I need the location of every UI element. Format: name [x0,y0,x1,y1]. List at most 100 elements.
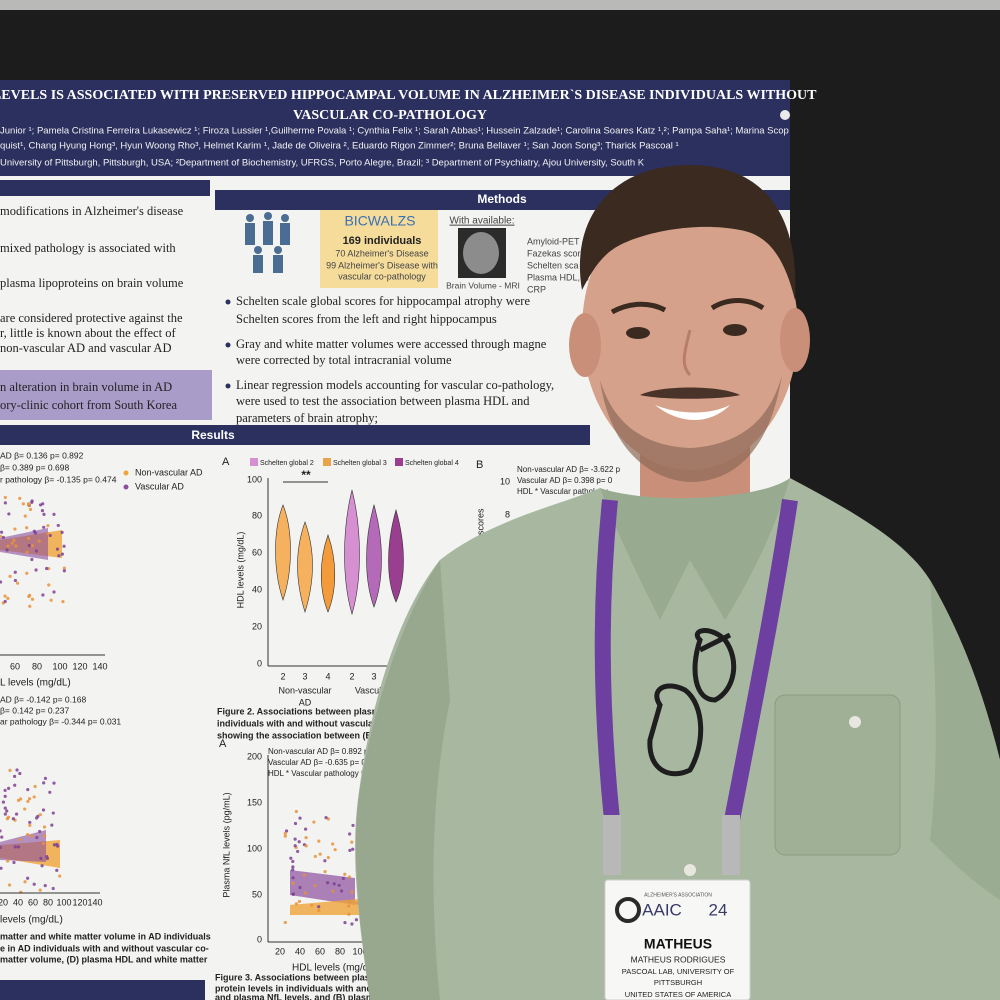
beard [600,375,782,482]
dot [43,776,48,780]
dot [0,829,2,833]
badge-country: UNITED STATES OF AMERICA [625,990,731,999]
dot [26,536,31,540]
dot [30,500,34,504]
dot [25,550,29,554]
dot [0,534,3,538]
dot [15,768,19,772]
intro-text: non-vascular AD and vascular AD [0,341,171,355]
dot [7,512,11,516]
dot [62,569,66,573]
tick-label: 40 [13,897,23,907]
tick-label: 120 [72,897,87,907]
intro-text: r, little is known about the effect of [0,326,176,340]
tick-label: 80 [43,897,53,907]
dot [28,604,32,608]
dot [51,811,55,815]
dot [23,514,27,518]
dot [326,817,330,821]
dot [32,882,36,886]
dot [3,806,7,810]
cohort-group: 70 Alzheimer's Disease [335,248,428,258]
tick-label: 20 [252,621,262,631]
dot [3,794,7,798]
tick-label: 0 [257,934,262,944]
dot [350,922,354,926]
intro-text: mixed pathology is associated with [0,241,176,255]
dot [337,883,341,887]
dot [30,557,34,562]
tick-label: 100 [352,946,367,956]
dot [21,502,25,506]
lanyard [724,498,798,822]
tick-label: 80 [252,510,262,520]
cohort-size: 169 individuals [343,235,422,247]
tick-label: 0 [257,658,262,668]
dot [41,841,46,846]
stat: ar pathology β= -0.344 p= 0.031 [0,716,121,726]
tick-label: 150 [247,797,262,807]
dot [42,525,46,529]
dot [16,798,21,802]
tick-label: 20 [275,946,285,956]
dot [10,541,14,545]
dot [7,786,11,790]
significance: ** [301,468,311,482]
badge-logo [615,897,641,923]
caption: e in AD individuals with and without vas… [0,943,209,953]
dot [34,568,38,572]
ear [569,313,601,377]
measure: Schelten sca [527,260,579,270]
caption: individuals with and without vascular c [217,718,384,728]
tick-label: 120 [72,661,87,671]
dot [283,920,287,925]
dot [1,535,5,540]
tick-label: 200 [247,751,262,761]
dot [297,899,302,904]
authors: University of Pittsburgh, Pittsburgh, US… [0,158,645,169]
legend-dot [123,484,129,490]
dot [6,815,11,819]
cohort-name: BICWALZS [344,213,415,229]
dot [0,845,2,850]
stat: Vascular AD β= -0.635 p= 0.527 [268,758,382,767]
dot [51,886,55,891]
dot [14,812,19,816]
left-arm-shade [355,560,450,1000]
group-label: Non-vascular [278,685,331,695]
dot [304,844,308,848]
dot [341,876,345,881]
dot [289,856,293,860]
dot [326,855,330,860]
tick-label: 80 [32,661,42,671]
section-heading: Results [191,428,235,442]
dot [12,860,16,865]
dot [3,599,7,604]
dot [304,827,308,831]
dot [55,842,59,847]
badge [604,879,751,1000]
violins [250,458,405,667]
dot [0,530,4,534]
dot [331,842,335,846]
clip [603,815,621,875]
measure: Fazekas scor [527,248,581,258]
measure: Plasma HDL, N [527,272,589,282]
dot [14,544,18,548]
mri-label: Brain Volume - MRI [446,280,520,290]
stat: Vascular AD β= 0.398 p= 0 [517,476,613,485]
dot [5,809,9,813]
stat: Non-vascular AD β= -3.622 p [517,465,621,474]
dot [291,865,295,869]
group-label: AD [299,697,312,707]
scatter-fig3 [267,755,372,943]
dot [18,837,22,842]
dot [41,808,46,812]
dot [28,823,32,827]
dot [26,832,30,837]
dot [297,840,301,844]
cohort-box [320,210,438,288]
collar [600,478,790,620]
eyebrow [710,298,765,311]
dot [32,795,36,799]
